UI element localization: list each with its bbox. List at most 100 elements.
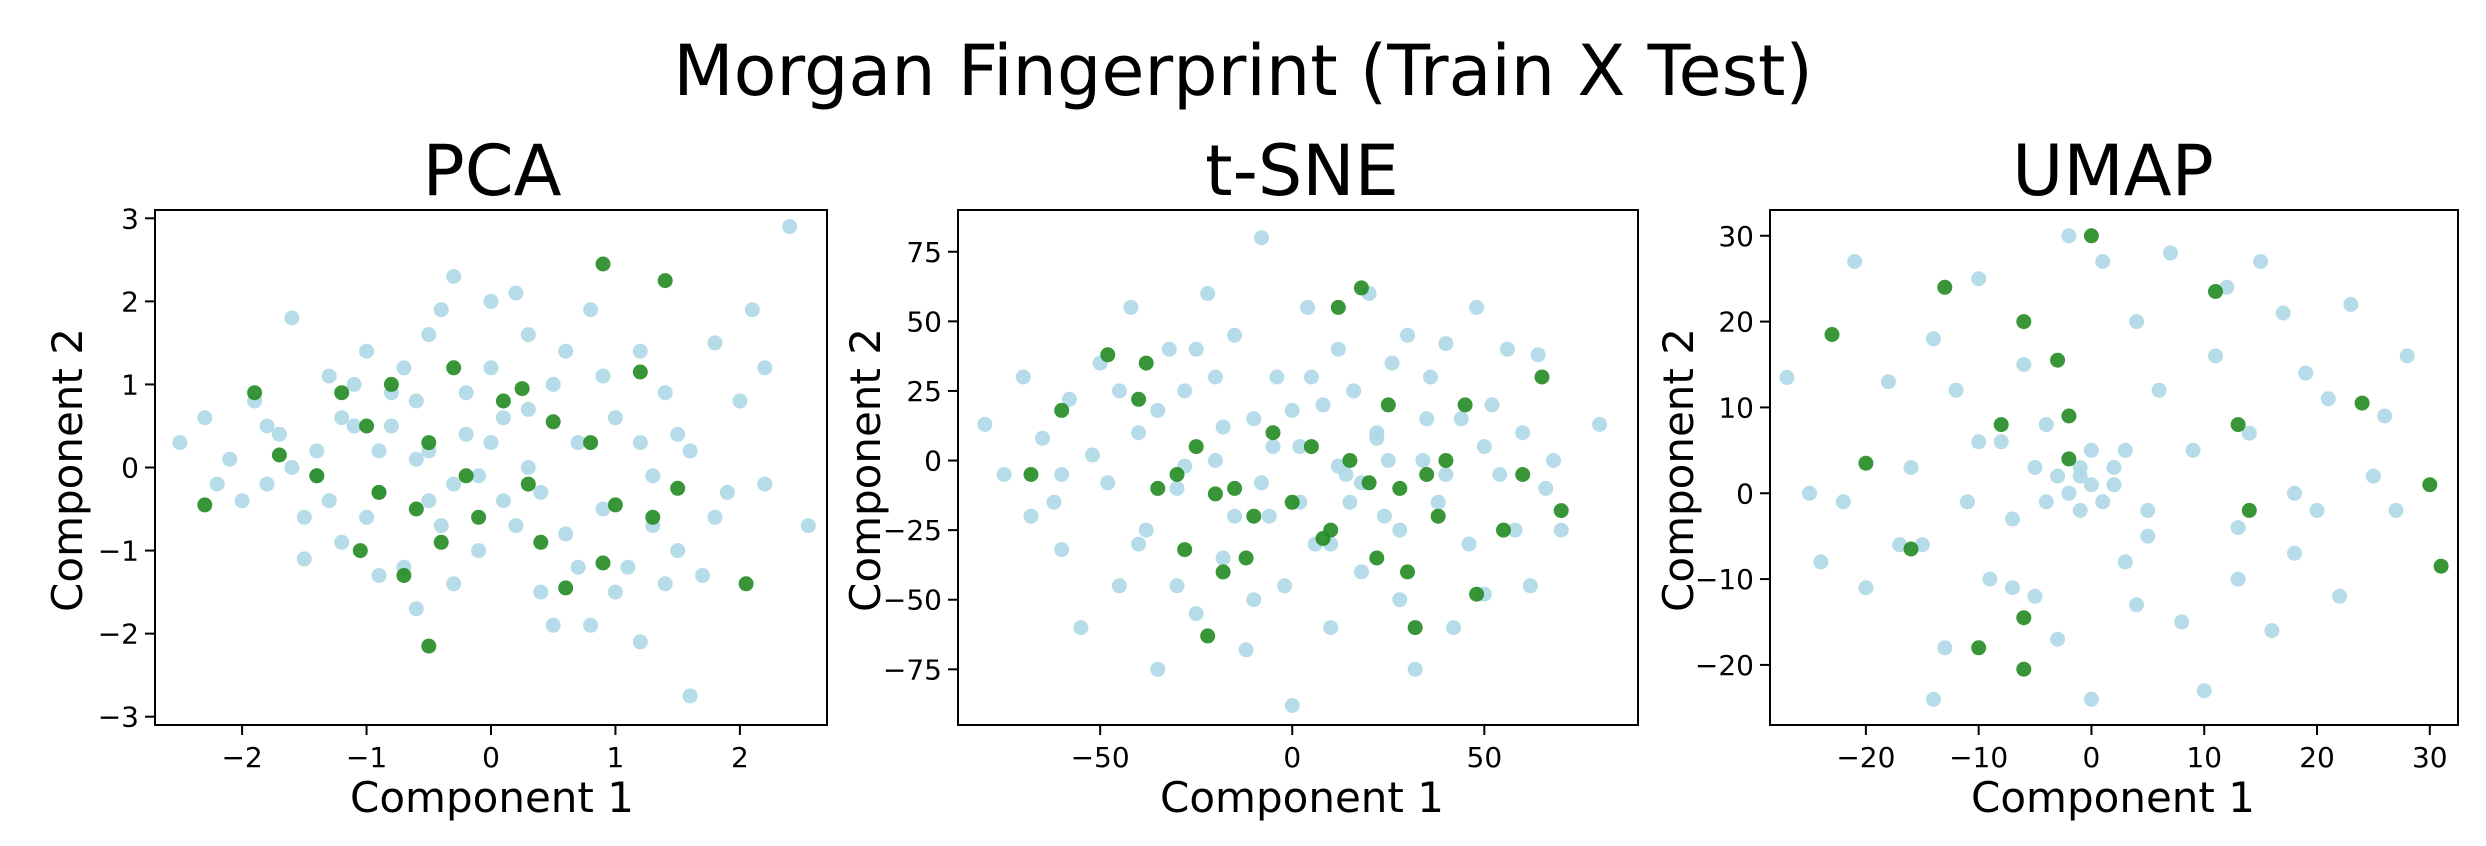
train-point bbox=[2377, 408, 2393, 424]
train-point bbox=[471, 543, 487, 559]
test-point bbox=[2016, 661, 2032, 677]
train-point bbox=[533, 584, 549, 600]
x-axis-label-umap: Component 1 bbox=[1971, 773, 2255, 822]
test-point bbox=[1100, 347, 1116, 363]
x-tick-label-umap: 30 bbox=[2412, 741, 2448, 774]
train-point bbox=[1073, 620, 1089, 636]
test-point bbox=[1469, 586, 1485, 602]
train-point bbox=[2365, 468, 2381, 484]
test-point bbox=[595, 555, 611, 571]
test-point bbox=[1353, 280, 1369, 296]
train-point bbox=[1085, 447, 1100, 463]
train-point bbox=[1592, 416, 1608, 432]
test-point bbox=[514, 381, 530, 397]
train-point bbox=[782, 219, 798, 235]
train-point bbox=[682, 688, 698, 704]
train-point bbox=[632, 435, 648, 451]
train-point bbox=[1269, 369, 1285, 385]
y-axis-label-umap: Component 2 bbox=[1654, 328, 1703, 612]
train-point bbox=[1993, 434, 2009, 450]
train-point bbox=[197, 410, 213, 426]
test-point bbox=[1150, 480, 1166, 496]
test-point bbox=[2208, 284, 2223, 299]
points-umap bbox=[1779, 228, 2449, 707]
train-point bbox=[396, 360, 412, 376]
train-point bbox=[1415, 453, 1431, 468]
train-point bbox=[520, 401, 536, 417]
train-point bbox=[757, 476, 773, 492]
train-point bbox=[2309, 502, 2325, 518]
train-point bbox=[1914, 537, 1930, 553]
y-tick-label-tsne: 25 bbox=[906, 375, 942, 408]
train-point bbox=[309, 443, 325, 459]
train-point bbox=[2106, 460, 2122, 475]
panel-title-pca: PCA bbox=[423, 130, 562, 212]
train-point bbox=[1215, 550, 1231, 566]
test-point bbox=[334, 385, 350, 401]
train-point bbox=[209, 476, 225, 492]
y-tick-label-tsne: 75 bbox=[906, 236, 942, 269]
y-tick-label-umap: 20 bbox=[1718, 306, 1754, 339]
y-tick-label-pca: 0 bbox=[121, 452, 139, 485]
train-point bbox=[2230, 520, 2246, 536]
test-point bbox=[2083, 228, 2099, 244]
test-point bbox=[1303, 439, 1319, 455]
test-point bbox=[1971, 640, 1987, 656]
train-point bbox=[558, 526, 574, 542]
train-point bbox=[2038, 494, 2054, 510]
train-point bbox=[1100, 475, 1116, 491]
train-point bbox=[645, 468, 661, 484]
train-point bbox=[2208, 348, 2223, 364]
train-point bbox=[483, 360, 499, 376]
test-point bbox=[558, 580, 574, 596]
train-point bbox=[1515, 425, 1531, 441]
test-point bbox=[421, 638, 437, 654]
train-point bbox=[346, 418, 362, 434]
train-point bbox=[1880, 374, 1896, 390]
y-tick-label-pca: −1 bbox=[98, 535, 139, 568]
train-point bbox=[1453, 411, 1469, 427]
train-point bbox=[1438, 467, 1454, 482]
train-point bbox=[371, 443, 387, 459]
test-point bbox=[1315, 531, 1331, 546]
y-tick-label-umap: −10 bbox=[1695, 563, 1754, 596]
train-point bbox=[595, 501, 611, 517]
train-point bbox=[296, 551, 312, 567]
test-point bbox=[670, 480, 686, 496]
test-point bbox=[1858, 455, 1874, 471]
plot-frame-umap bbox=[1769, 209, 2459, 726]
test-point bbox=[1457, 397, 1473, 413]
train-point bbox=[271, 426, 287, 442]
test-point bbox=[2433, 558, 2449, 574]
train-point bbox=[321, 368, 337, 384]
train-point bbox=[1111, 383, 1127, 399]
panel-title-tsne: t-SNE bbox=[1205, 130, 1399, 212]
test-point bbox=[607, 497, 623, 513]
train-point bbox=[657, 385, 673, 401]
train-point bbox=[1971, 271, 1987, 287]
train-point bbox=[1131, 536, 1147, 552]
train-point bbox=[2264, 623, 2280, 639]
train-point bbox=[1400, 327, 1415, 343]
train-point bbox=[1284, 698, 1300, 713]
train-point bbox=[2320, 391, 2336, 407]
points-pca bbox=[172, 219, 816, 704]
train-point bbox=[2027, 588, 2043, 604]
train-point bbox=[1484, 397, 1500, 413]
train-point bbox=[1971, 434, 1987, 450]
train-point bbox=[558, 343, 574, 359]
y-tick-label-tsne: −50 bbox=[883, 584, 942, 617]
train-point bbox=[421, 327, 437, 343]
train-point bbox=[2196, 683, 2212, 699]
test-point bbox=[359, 418, 375, 434]
train-point bbox=[1177, 383, 1193, 399]
test-point bbox=[408, 501, 424, 517]
train-point bbox=[1461, 536, 1477, 552]
train-point bbox=[1892, 537, 1908, 553]
train-point bbox=[707, 335, 723, 351]
train-point bbox=[2016, 357, 2032, 372]
y-tick-label-umap: 30 bbox=[1718, 220, 1754, 253]
train-point bbox=[732, 393, 748, 409]
y-tick-label-tsne: −75 bbox=[883, 653, 942, 686]
train-point bbox=[446, 269, 462, 284]
